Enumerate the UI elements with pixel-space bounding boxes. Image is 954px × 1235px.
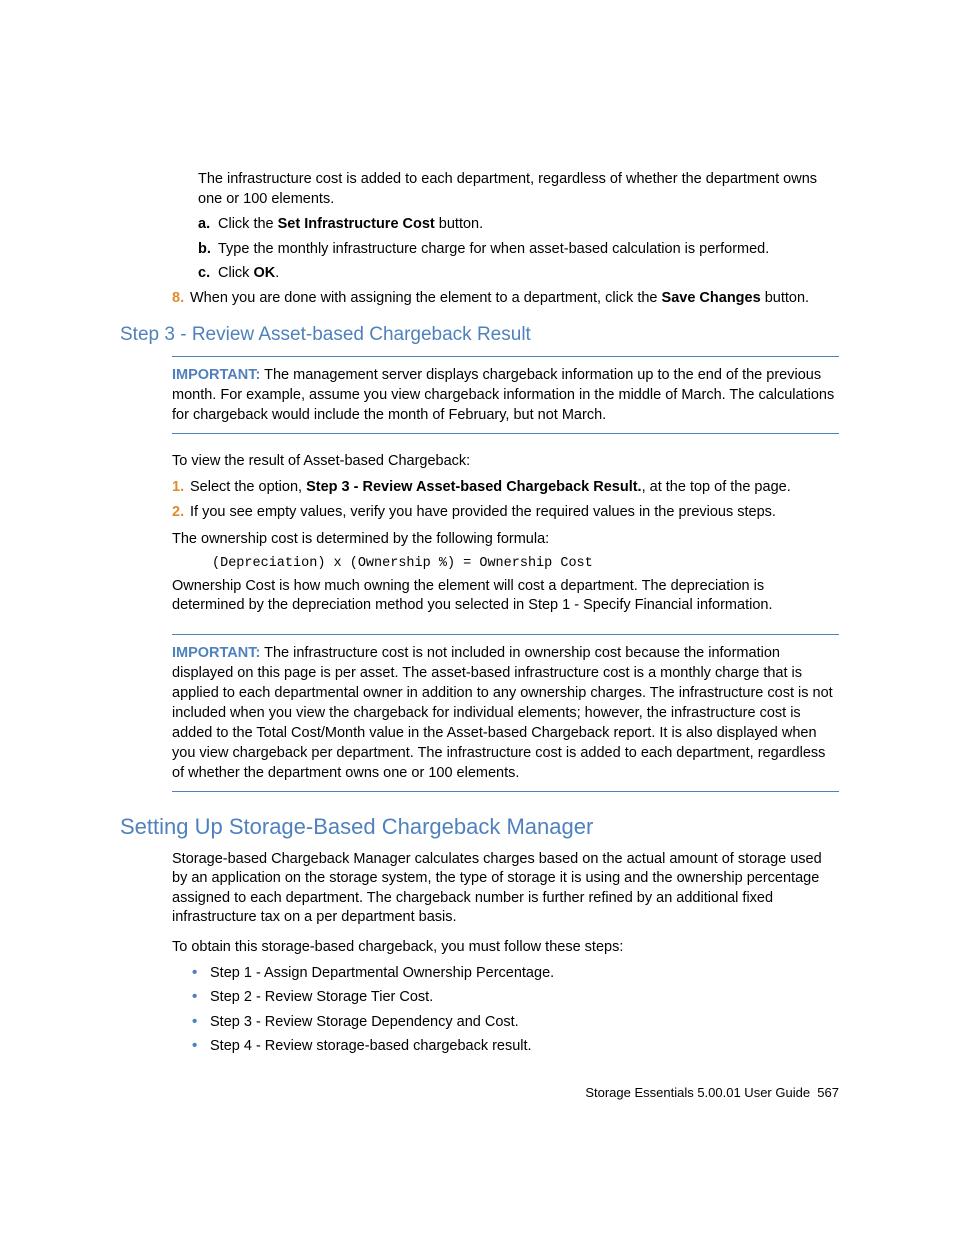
substep-content: Click OK. [218, 264, 839, 284]
bullet-text: Step 2 - Review Storage Tier Cost. [210, 988, 433, 1008]
substep-b: b. Type the monthly infrastructure charg… [198, 240, 839, 260]
text-bold: Step 3 - Review Asset-based Chargeback R… [306, 479, 642, 495]
list-marker: b. [198, 240, 218, 260]
section-heading: Setting Up Storage-Based Chargeback Mana… [120, 814, 839, 840]
bullet-item: • Step 1 - Assign Departmental Ownership… [192, 964, 839, 984]
text-post: button. [761, 290, 809, 306]
text-bold: OK [253, 265, 275, 281]
substep-content: Click the Set Infrastructure Cost button… [218, 215, 839, 235]
footer-title: Storage Essentials 5.00.01 User Guide [585, 1085, 810, 1100]
important-text: The infrastructure cost is not included … [172, 645, 833, 781]
step-content: If you see empty values, verify you have… [190, 503, 839, 523]
storage-intro: Storage-based Chargeback Manager calcula… [172, 850, 839, 928]
divider [172, 791, 839, 792]
step-8: 8. When you are done with assigning the … [172, 289, 839, 309]
important-note-1: IMPORTANT: The management server display… [172, 365, 839, 425]
bullet-icon: • [192, 988, 210, 1006]
intro-paragraph: The infrastructure cost is added to each… [198, 170, 839, 209]
document-page: The infrastructure cost is added to each… [0, 0, 954, 1160]
list-marker: 2. [172, 503, 190, 523]
text-pre: When you are done with assigning the ele… [190, 290, 662, 306]
bullet-item: • Step 4 - Review storage-based chargeba… [192, 1037, 839, 1057]
important-text: The management server displays chargebac… [172, 367, 834, 423]
substep-a: a. Click the Set Infrastructure Cost but… [198, 215, 839, 235]
list-marker: 8. [172, 289, 190, 309]
text-bold: Save Changes [662, 290, 761, 306]
list-marker: a. [198, 215, 218, 235]
page-number: 567 [817, 1085, 839, 1100]
text-pre: Click the [218, 216, 278, 232]
bullet-icon: • [192, 1013, 210, 1031]
step3-item1: 1. Select the option, Step 3 - Review As… [172, 478, 839, 498]
divider [172, 433, 839, 434]
text-post: , at the top of the page. [642, 479, 791, 495]
ownership-explanation: Ownership Cost is how much owning the el… [172, 577, 839, 616]
storage-steps-intro: To obtain this storage-based chargeback,… [172, 938, 839, 958]
text-post: button. [435, 216, 483, 232]
text-pre: Select the option, [190, 479, 306, 495]
text-post: . [275, 265, 279, 281]
substep-content: Type the monthly infrastructure charge f… [218, 240, 839, 260]
bullet-icon: • [192, 1037, 210, 1055]
step3-heading: Step 3 - Review Asset-based Chargeback R… [120, 324, 839, 346]
step-content: When you are done with assigning the ele… [190, 289, 839, 309]
bullet-text: Step 4 - Review storage-based chargeback… [210, 1037, 532, 1057]
text-pre: Click [218, 265, 253, 281]
formula-code: (Depreciation) x (Ownership %) = Ownersh… [212, 556, 839, 571]
page-footer: Storage Essentials 5.00.01 User Guide 56… [120, 1085, 839, 1100]
list-marker: 1. [172, 478, 190, 498]
step3-item2: 2. If you see empty values, verify you h… [172, 503, 839, 523]
bullet-text: Step 1 - Assign Departmental Ownership P… [210, 964, 554, 984]
view-intro: To view the result of Asset-based Charge… [172, 452, 839, 472]
bullet-item: • Step 2 - Review Storage Tier Cost. [192, 988, 839, 1008]
divider [172, 356, 839, 357]
divider [172, 634, 839, 635]
bullet-text: Step 3 - Review Storage Dependency and C… [210, 1013, 519, 1033]
list-marker: c. [198, 264, 218, 284]
bullet-icon: • [192, 964, 210, 982]
step-content: Select the option, Step 3 - Review Asset… [190, 478, 839, 498]
important-note-2: IMPORTANT: The infrastructure cost is no… [172, 643, 839, 783]
important-label: IMPORTANT: [172, 645, 260, 661]
ownership-intro: The ownership cost is determined by the … [172, 530, 839, 550]
text-bold: Set Infrastructure Cost [278, 216, 435, 232]
important-label: IMPORTANT: [172, 367, 260, 383]
substep-c: c. Click OK. [198, 264, 839, 284]
bullet-item: • Step 3 - Review Storage Dependency and… [192, 1013, 839, 1033]
